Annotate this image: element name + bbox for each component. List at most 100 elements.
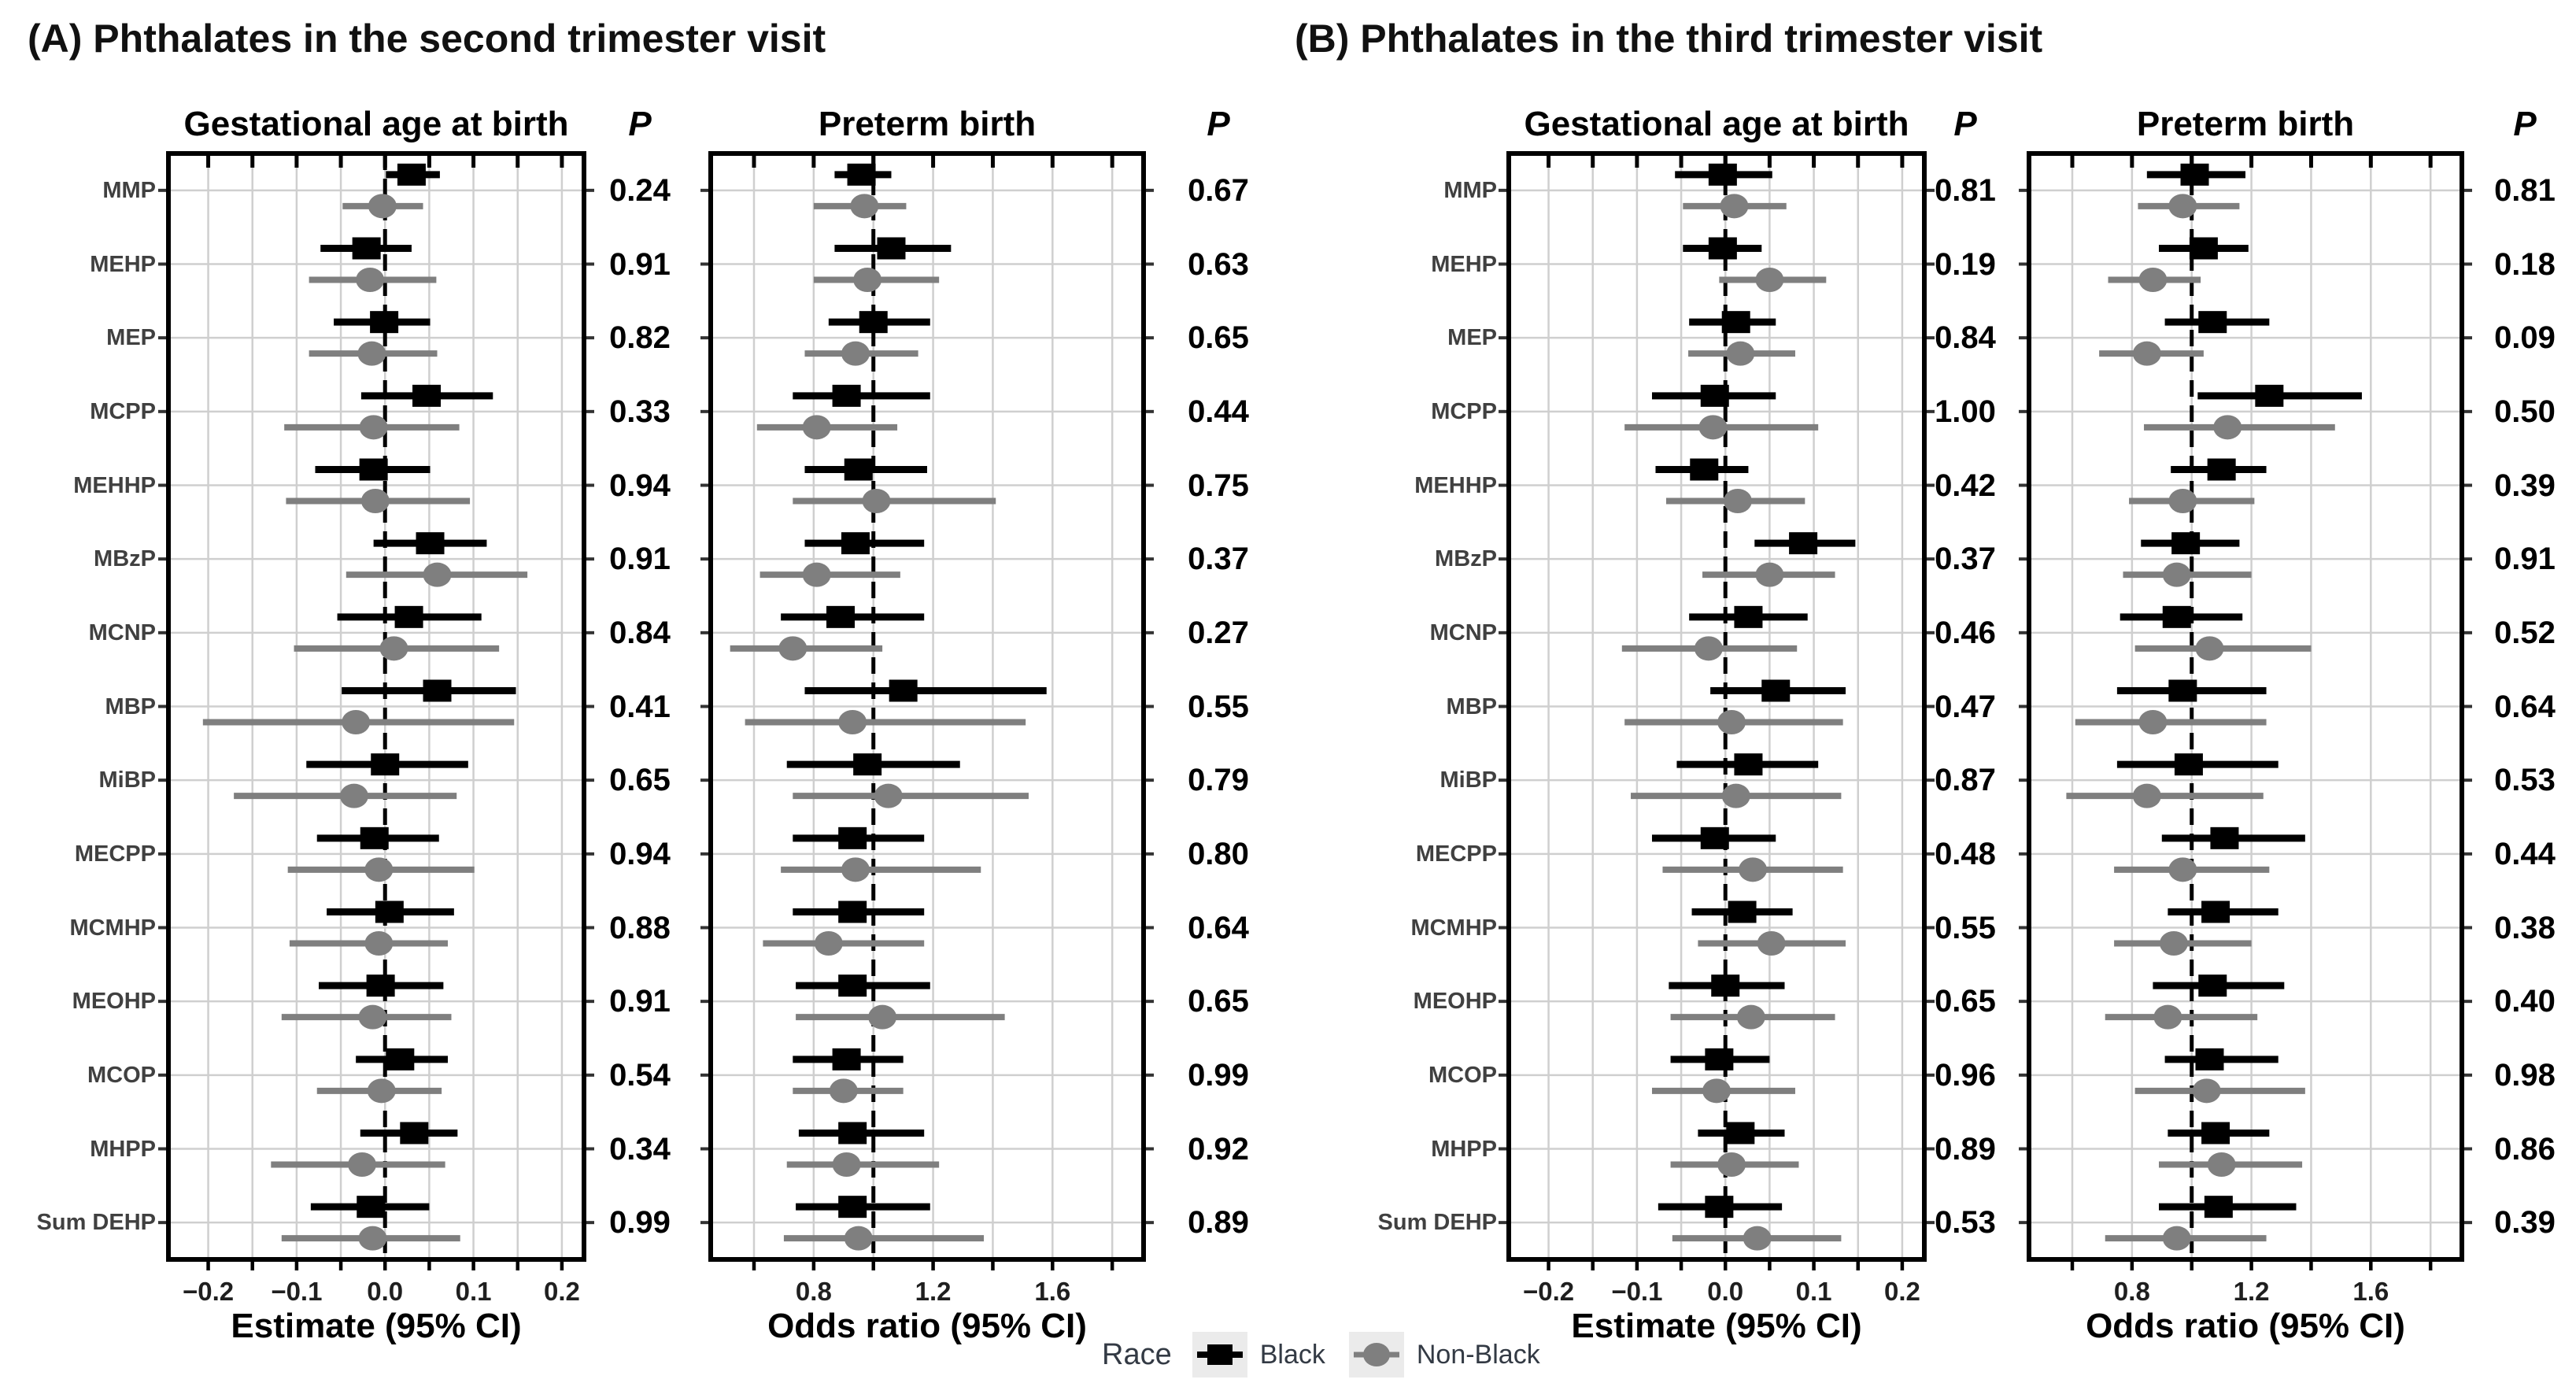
forest-plot-a-gestational: −0.2 −0.1 0.0 0.1 0.2 — [158, 151, 594, 1306]
svg-text:0.2: 0.2 — [1884, 1277, 1920, 1306]
p-value: 0.79 — [1188, 763, 1249, 798]
svg-text:0.8: 0.8 — [2114, 1277, 2150, 1306]
row-label-mmp: MMP — [102, 177, 156, 203]
legend-title: Race — [1102, 1337, 1172, 1371]
p-value: 0.87 — [1935, 763, 1996, 798]
row-label-mibp: MiBP — [98, 767, 157, 793]
row-label-mbp: MBP — [105, 693, 156, 719]
x-axis-label-b-gestational: Estimate (95% CI) — [1571, 1307, 1862, 1345]
row-label-mmp: MMP — [1443, 177, 1497, 203]
p-value: 0.33 — [609, 394, 671, 429]
svg-text:0.1: 0.1 — [456, 1277, 492, 1306]
legend-label-black: Black — [1259, 1339, 1325, 1370]
svg-text:1.6: 1.6 — [2352, 1277, 2389, 1306]
outcome-header-b-preterm: Preterm birth — [2136, 105, 2355, 143]
p-value: 0.24 — [609, 172, 671, 208]
forest-plot-b-preterm: 0.8 1.2 1.6 — [2019, 151, 2472, 1306]
p-value: 0.65 — [609, 763, 671, 798]
p-values-b-gestational: 0.81 0.19 0.84 1.00 0.42 0.37 0.46 0.47 0.87 0.48… — [1898, 0, 2032, 1383]
row-label-mehp: MEHP — [1431, 251, 1497, 277]
p-value: 0.75 — [1188, 468, 1249, 503]
p-value: 0.44 — [1188, 394, 1249, 429]
svg-text:0.2: 0.2 — [544, 1277, 580, 1306]
p-value: 0.53 — [2494, 763, 2556, 798]
row-label-mep: MEP — [106, 325, 156, 351]
x-axis-label-b-preterm: Odds ratio (95% CI) — [2086, 1307, 2405, 1345]
row-label-mcnp: MCNP — [1429, 619, 1497, 645]
p-values-b-preterm: 0.81 0.18 0.09 0.50 0.39 0.91 0.52 0.64 0.53 0.44… — [2458, 0, 2576, 1383]
legend-key-nonblack-circle-icon — [1348, 1332, 1404, 1377]
svg-text:−0.1: −0.1 — [271, 1277, 322, 1306]
svg-text:0.0: 0.0 — [1707, 1277, 1743, 1306]
row-label-mcmhp: MCMHP — [1410, 915, 1497, 941]
p-value: 0.91 — [609, 246, 671, 282]
row-label-mbzp: MBzP — [1435, 546, 1497, 572]
p-value: 0.99 — [1188, 1057, 1249, 1093]
p-value: 0.98 — [2494, 1057, 2556, 1093]
p-value: 0.64 — [1188, 910, 1249, 945]
svg-text:−0.2: −0.2 — [1523, 1277, 1574, 1306]
p-value: 0.55 — [1935, 910, 1996, 945]
legend-key-black-square-icon — [1192, 1332, 1247, 1377]
p-value: 0.81 — [1935, 172, 1996, 208]
svg-text:0.1: 0.1 — [1796, 1277, 1832, 1306]
p-value: 0.34 — [609, 1131, 671, 1167]
p-value: 0.65 — [1188, 984, 1249, 1019]
p-value: 0.19 — [1935, 246, 1996, 282]
row-label-mcnp: MCNP — [88, 619, 156, 645]
p-value: 0.88 — [609, 910, 671, 945]
row-label-meohp: MEOHP — [72, 989, 156, 1015]
row-label-mcpp: MCPP — [1431, 398, 1497, 424]
row-label-mcop: MCOP — [87, 1062, 156, 1088]
metabolite-labels-panel-a: MMP MEHP MEP MCPP MEHHP MBzP MCNP MBP MiBP MECPP M… — [0, 0, 156, 1383]
p-value: 0.40 — [2494, 984, 2556, 1019]
row-label-mehhp: MEHHP — [73, 472, 156, 498]
svg-text:−0.1: −0.1 — [1611, 1277, 1662, 1306]
row-label-meohp: MEOHP — [1413, 989, 1497, 1015]
forest-plot-b-gestational: −0.2 −0.1 0.0 0.1 0.2 — [1499, 151, 1935, 1306]
p-value: 0.80 — [1188, 836, 1249, 871]
p-value: 0.48 — [1935, 836, 1996, 871]
p-value: 0.99 — [609, 1205, 671, 1241]
row-label-mecpp: MECPP — [74, 841, 156, 867]
outcome-header-a-gestational: Gestational age at birth — [183, 105, 569, 143]
x-axis-label-a-preterm: Odds ratio (95% CI) — [767, 1307, 1087, 1345]
p-value: 0.54 — [609, 1057, 671, 1093]
row-label-sum-dehp: Sum DEHP — [1377, 1210, 1497, 1236]
p-value: 0.89 — [1935, 1131, 1996, 1167]
p-value: 0.91 — [609, 984, 671, 1019]
row-label-mcop: MCOP — [1428, 1062, 1497, 1088]
p-value: 0.52 — [2494, 615, 2556, 650]
p-values-a-gestational: 0.24 0.91 0.82 0.33 0.94 0.91 0.84 0.41 0.65 0.94… — [573, 0, 707, 1383]
p-value: 0.38 — [2494, 910, 2556, 945]
p-value: 0.82 — [609, 320, 671, 356]
p-value: 0.55 — [1188, 689, 1249, 724]
p-value: 0.84 — [609, 615, 671, 650]
p-value: 0.46 — [1935, 615, 1996, 650]
p-value: 0.47 — [1935, 689, 1996, 724]
p-value: 0.18 — [2494, 246, 2556, 282]
p-value: 0.39 — [2494, 1205, 2556, 1241]
row-label-mhpp: MHPP — [90, 1136, 156, 1162]
p-value: 0.27 — [1188, 615, 1249, 650]
p-value: 0.84 — [1935, 320, 1996, 356]
row-label-mecpp: MECPP — [1415, 841, 1497, 867]
p-value: 0.89 — [1188, 1205, 1249, 1241]
p-value: 0.42 — [1935, 468, 1996, 503]
row-label-mbzp: MBzP — [94, 546, 156, 572]
p-value: 0.94 — [609, 836, 671, 871]
outcome-header-b-gestational: Gestational age at birth — [1524, 105, 1909, 143]
p-value: 0.96 — [1935, 1057, 1996, 1093]
p-value: 0.91 — [2494, 542, 2556, 577]
p-values-a-preterm: 0.67 0.63 0.65 0.44 0.75 0.37 0.27 0.55 0.79 0.80… — [1151, 0, 1285, 1383]
p-value: 0.50 — [2494, 394, 2556, 429]
p-value: 0.41 — [609, 689, 671, 724]
p-header-a-gestational: P — [628, 105, 652, 143]
p-value: 0.65 — [1188, 320, 1249, 356]
p-value: 0.67 — [1188, 172, 1249, 208]
svg-text:1.6: 1.6 — [1034, 1277, 1070, 1306]
p-value: 0.53 — [1935, 1205, 1996, 1241]
legend-label-nonblack: Non-Black — [1416, 1339, 1540, 1370]
p-value: 0.39 — [2494, 468, 2556, 503]
